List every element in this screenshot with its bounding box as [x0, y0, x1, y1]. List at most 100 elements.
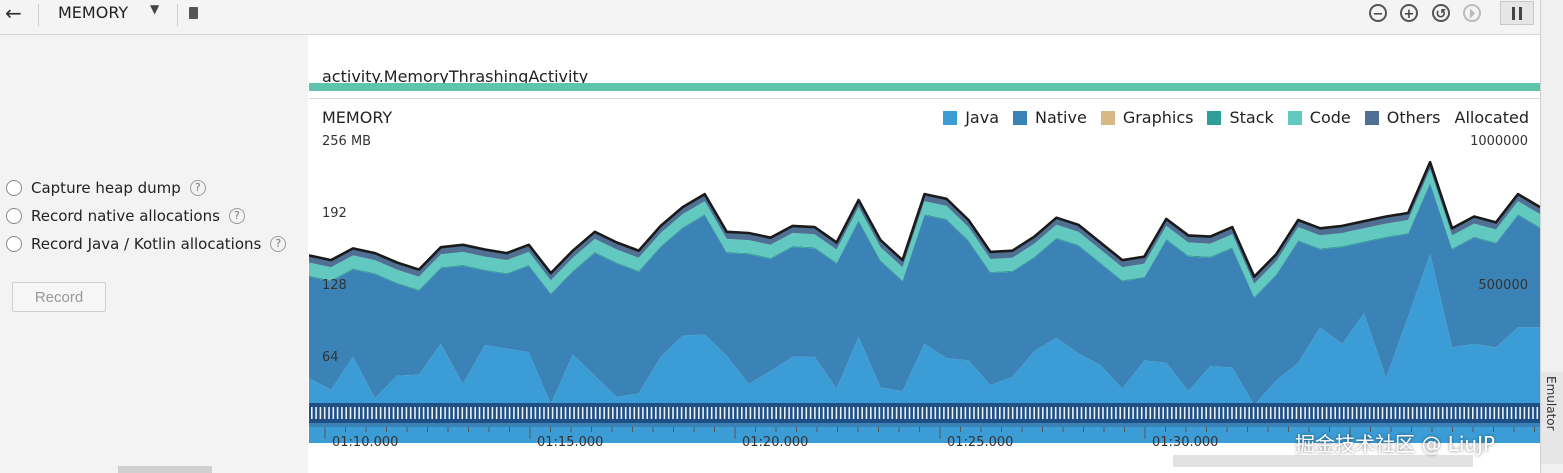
allocation-event-mark: [809, 407, 812, 419]
allocation-event-mark: [951, 407, 954, 419]
go-live-icon[interactable]: ⏵: [1463, 4, 1481, 22]
allocation-event-mark: [736, 407, 739, 419]
legend-swatch: [1207, 110, 1222, 125]
allocation-event-mark: [556, 407, 558, 419]
help-icon[interactable]: ?: [270, 236, 287, 252]
option-capture-heap-dump[interactable]: Capture heap dump ?: [6, 177, 206, 199]
allocation-event-mark: [964, 407, 967, 419]
record-button[interactable]: Record: [12, 282, 106, 312]
allocation-event-mark: [895, 407, 898, 419]
allocation-event-mark: [814, 407, 816, 419]
allocation-event-mark: [784, 407, 786, 419]
radio-button[interactable]: [6, 208, 22, 224]
allocation-event-mark: [616, 407, 618, 419]
watermark: 掘金技术社区 @ LiuJP: [1295, 432, 1496, 456]
zoom-in-icon[interactable]: +: [1400, 4, 1418, 22]
allocation-event-mark: [749, 407, 752, 419]
allocation-event-mark: [448, 407, 451, 419]
allocation-event-mark: [762, 407, 765, 419]
profiler-selector[interactable]: MEMORY: [58, 3, 129, 22]
back-arrow-icon[interactable]: ←: [5, 1, 22, 25]
allocation-event-mark: [698, 407, 700, 419]
memory-timeline[interactable]: activity.MemoryThrashingActivity MEMORY …: [309, 35, 1540, 473]
activity-bar[interactable]: [309, 83, 1540, 91]
allocation-event-mark: [680, 407, 683, 419]
allocation-event-mark: [388, 407, 390, 419]
allocation-event-mark: [1123, 407, 1126, 419]
allocation-event-mark: [513, 407, 515, 419]
allocation-event-mark: [1484, 407, 1487, 419]
allocation-event-mark: [1072, 407, 1074, 419]
allocation-event-mark: [526, 407, 528, 419]
allocation-event-mark: [315, 407, 317, 419]
allocation-event-mark: [1248, 407, 1250, 419]
horizontal-scrollbar[interactable]: [1173, 455, 1473, 467]
allocation-event-mark: [934, 407, 937, 419]
allocation-event-mark: [908, 407, 911, 419]
allocation-event-mark: [375, 407, 378, 419]
allocation-event-mark: [891, 407, 894, 419]
time-tick-label: 01:20.000: [742, 435, 809, 450]
memory-area-chart[interactable]: [309, 155, 1540, 445]
allocation-event-mark: [1523, 407, 1526, 419]
legend-label: Others: [1386, 108, 1441, 127]
reset-zoom-icon[interactable]: ↺: [1432, 4, 1450, 22]
dropdown-arrow-icon[interactable]: ▼: [150, 2, 160, 16]
allocation-event-mark: [1106, 407, 1109, 419]
pause-button[interactable]: [1500, 1, 1534, 25]
time-axis[interactable]: 01:10.000 01:15.000 01:20.000 01:25.000 …: [309, 427, 1540, 473]
allocation-event-mark: [1300, 407, 1302, 419]
zoom-out-icon[interactable]: −: [1369, 4, 1387, 22]
y-axis-label-256: 256 MB: [322, 134, 372, 149]
allocation-event-mark: [1429, 407, 1431, 419]
allocation-event-mark: [779, 407, 782, 419]
allocation-event-mark: [500, 407, 502, 419]
allocation-event-mark: [732, 407, 734, 419]
emulator-tab[interactable]: Emulator: [1541, 372, 1563, 464]
option-record-native-allocations[interactable]: Record native allocations ?: [6, 205, 245, 227]
area-series-native: [309, 183, 1540, 406]
allocation-event-mark: [543, 407, 545, 419]
allocation-event-mark: [857, 407, 859, 419]
legend-others: Others: [1364, 108, 1441, 127]
allocation-event-mark: [990, 407, 992, 419]
allocation-event-mark: [1480, 407, 1483, 419]
time-tick-label: 01:10.000: [332, 435, 399, 450]
allocation-event-mark: [534, 407, 537, 419]
allocation-event-mark: [1158, 407, 1160, 419]
allocation-event-mark: [1325, 407, 1328, 419]
allocation-event-mark: [323, 407, 326, 419]
trash-icon[interactable]: [189, 7, 198, 19]
allocation-event-mark: [1510, 407, 1513, 419]
allocation-event-mark: [646, 407, 648, 419]
allocation-event-mark: [1368, 407, 1371, 419]
allocation-event-mark: [1093, 407, 1096, 419]
allocation-event-mark: [1377, 407, 1379, 419]
legend-swatch: [1013, 110, 1027, 125]
allocation-event-mark: [1265, 407, 1268, 419]
help-icon[interactable]: ?: [228, 208, 245, 224]
radio-button[interactable]: [6, 180, 22, 196]
allocation-event-mark: [659, 407, 661, 419]
legend-label: Java: [965, 108, 999, 127]
allocation-event-mark: [1291, 407, 1293, 419]
allocation-event-mark: [422, 407, 425, 419]
allocation-event-mark: [1411, 407, 1414, 419]
allocation-event-mark: [586, 407, 588, 419]
allocation-event-mark: [1037, 407, 1040, 419]
option-record-java-kotlin-allocations[interactable]: Record Java / Kotlin allocations ?: [6, 233, 287, 255]
allocation-event-mark: [1252, 407, 1255, 419]
legend-allocated: Allocated: [1454, 108, 1530, 127]
allocation-event-mark: [332, 407, 335, 419]
allocation-event-mark: [345, 407, 347, 419]
allocation-event-mark: [547, 407, 550, 419]
allocation-event-mark: [861, 407, 863, 419]
allocation-event-mark: [1334, 407, 1336, 419]
allocation-event-mark: [1080, 407, 1083, 419]
panel-scrollbar[interactable]: [118, 466, 212, 473]
allocation-event-mark: [457, 407, 459, 419]
allocation-event-mark: [1179, 407, 1182, 419]
radio-button[interactable]: [6, 236, 22, 252]
help-icon[interactable]: ?: [189, 180, 206, 196]
allocation-event-mark: [874, 407, 876, 419]
